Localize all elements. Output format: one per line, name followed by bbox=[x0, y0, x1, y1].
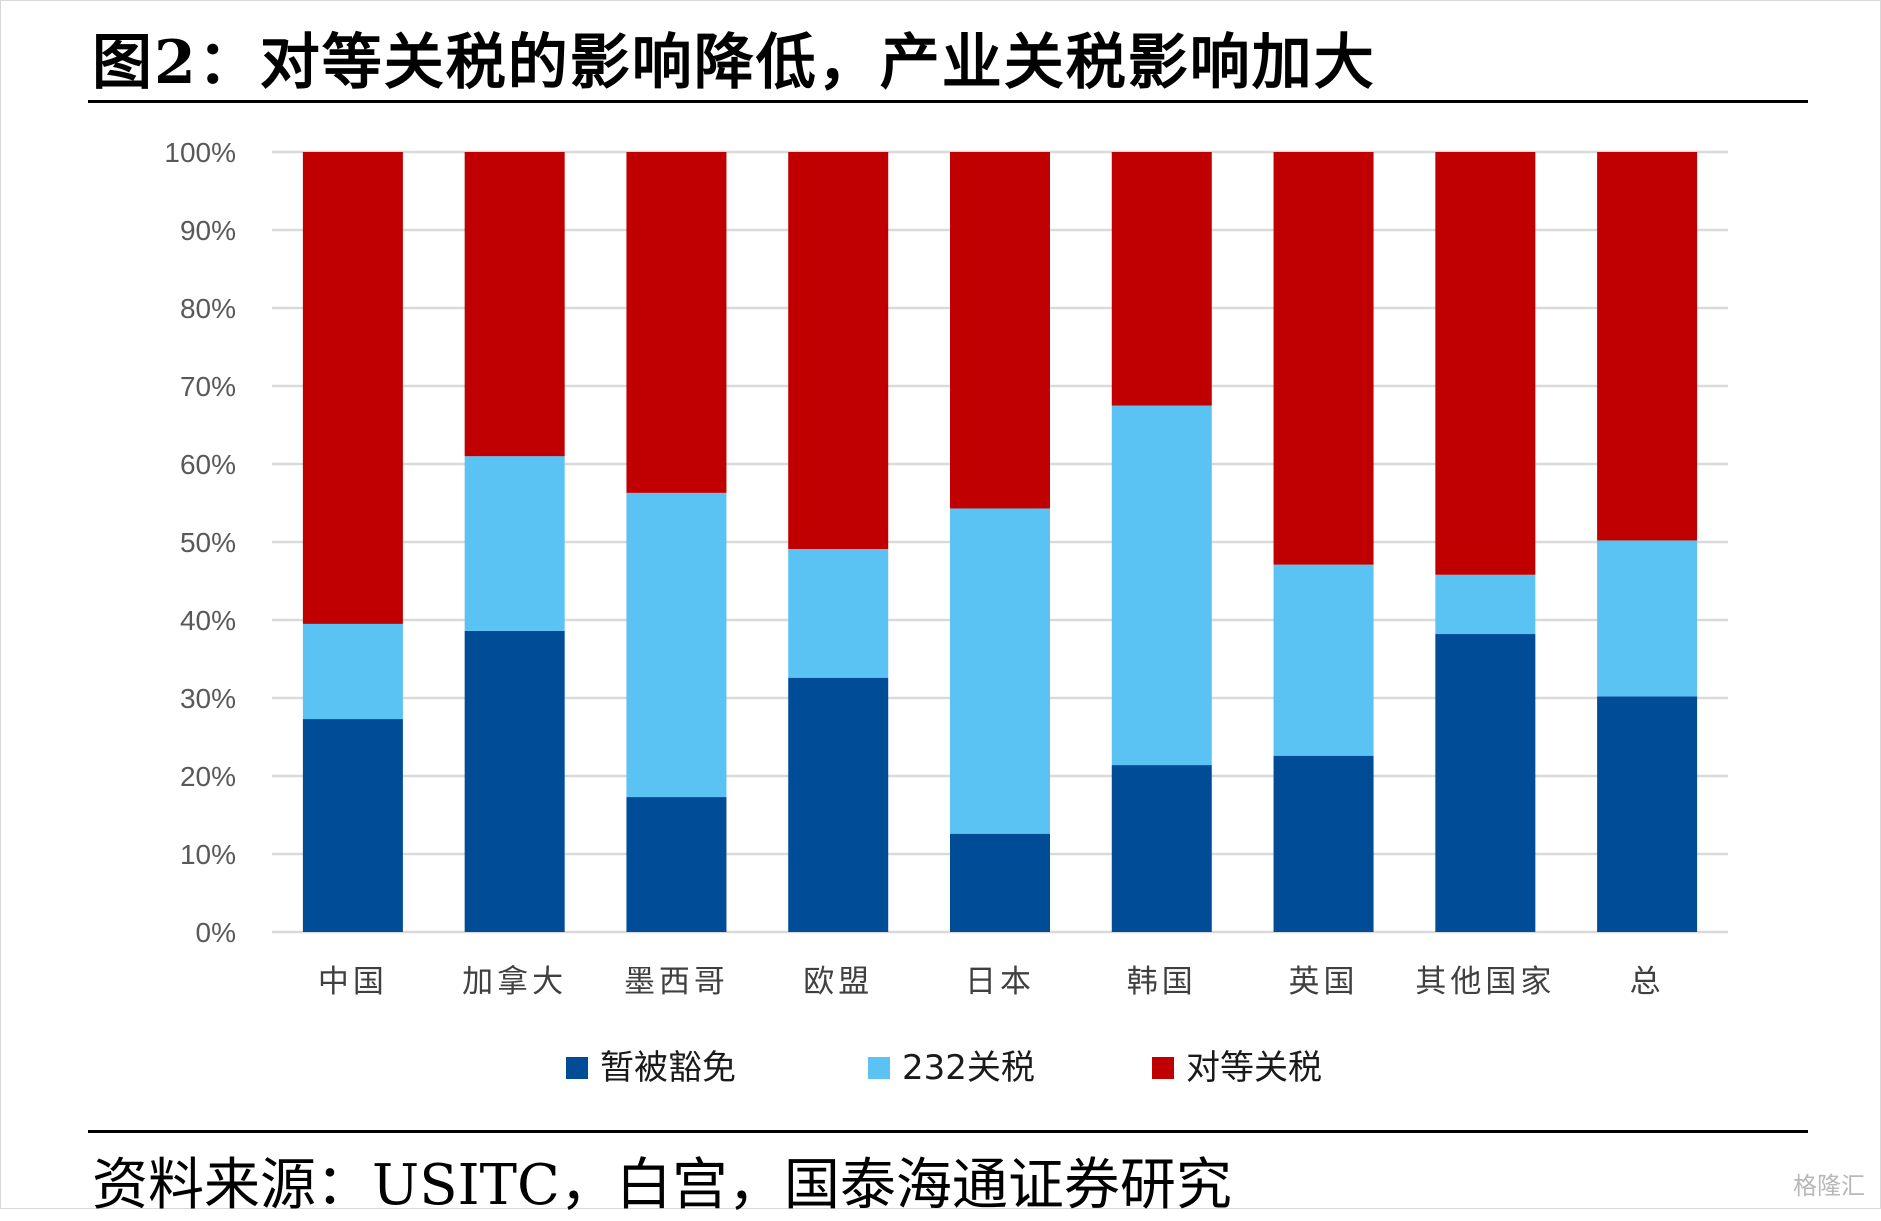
bar-segment bbox=[788, 152, 889, 550]
y-tick-label: 90% bbox=[180, 215, 236, 246]
bar-segment bbox=[302, 719, 403, 932]
y-tick-label: 70% bbox=[180, 371, 236, 402]
y-tick-label: 0% bbox=[196, 917, 236, 948]
bar-segment bbox=[1435, 152, 1536, 575]
figure-title: 图2：对等关税的影响降低，产业关税影响加大 bbox=[92, 28, 1376, 98]
bar-segment bbox=[1273, 755, 1374, 932]
legend-label: 232关税 bbox=[902, 1048, 1035, 1088]
legend-item: 232关税 bbox=[868, 1048, 1035, 1088]
bar-segment bbox=[302, 152, 403, 624]
y-tick-label: 30% bbox=[180, 683, 236, 714]
x-category-label: 其他国家 bbox=[1415, 964, 1555, 1000]
y-tick-label: 80% bbox=[180, 293, 236, 324]
x-category-label: 墨西哥 bbox=[624, 964, 729, 1000]
bar-segment bbox=[1111, 405, 1212, 766]
bar-segment bbox=[950, 833, 1050, 932]
legend-item: 对等关税 bbox=[1152, 1048, 1322, 1088]
bar-segment bbox=[1597, 152, 1698, 541]
bar-segment bbox=[1273, 152, 1374, 565]
bar-segment bbox=[464, 152, 565, 457]
bar-segment bbox=[464, 456, 565, 631]
bar-segment bbox=[1597, 540, 1698, 697]
legend-item: 暂被豁免 bbox=[566, 1048, 736, 1088]
y-tick-label: 10% bbox=[180, 839, 236, 870]
bar-segment bbox=[788, 549, 889, 678]
y-tick-label: 60% bbox=[180, 449, 236, 480]
y-tick-label: 50% bbox=[180, 527, 236, 558]
bar-segment bbox=[626, 797, 727, 932]
x-axis-categories: 中国 加拿大 墨西哥 欧盟 日本 韩国 英国 其他国家 总 bbox=[318, 964, 1665, 1000]
bar-segment bbox=[950, 152, 1050, 509]
x-category-label: 英国 bbox=[1289, 964, 1359, 1000]
bars bbox=[302, 152, 1698, 932]
legend-swatch bbox=[868, 1057, 890, 1079]
x-category-label: 韩国 bbox=[1127, 964, 1197, 1000]
bar-segment bbox=[1273, 564, 1374, 756]
source-note: 资料来源：USITC，白宫，国泰海通证券研究 bbox=[92, 1153, 1232, 1218]
legend-label: 对等关税 bbox=[1186, 1048, 1322, 1088]
bar-segment bbox=[950, 508, 1050, 834]
y-axis-ticks: 0% 10% 20% 30% 40% 50% 60% 70% 80% 90% 100% bbox=[164, 137, 236, 948]
legend-swatch bbox=[1152, 1057, 1174, 1079]
x-category-label: 总 bbox=[1630, 964, 1665, 1000]
legend: 暂被豁免 232关税 对等关税 bbox=[566, 1048, 1322, 1088]
bar-segment bbox=[1111, 152, 1212, 406]
x-category-label: 加拿大 bbox=[462, 964, 567, 1000]
bar-segment bbox=[626, 152, 727, 493]
legend-swatch bbox=[566, 1057, 588, 1079]
bar-segment bbox=[788, 677, 889, 932]
source-rule bbox=[88, 1130, 1808, 1133]
y-tick-label: 100% bbox=[164, 137, 236, 168]
y-tick-label: 40% bbox=[180, 605, 236, 636]
bar-segment bbox=[302, 623, 403, 720]
bar-segment bbox=[1435, 634, 1536, 932]
title-rule bbox=[88, 100, 1808, 103]
y-tick-label: 20% bbox=[180, 761, 236, 792]
legend-label: 暂被豁免 bbox=[600, 1048, 736, 1088]
bar-segment bbox=[1435, 574, 1536, 635]
bar-segment bbox=[464, 630, 565, 932]
x-category-label: 日本 bbox=[965, 964, 1035, 1000]
bar-segment bbox=[1111, 765, 1212, 932]
bar-segment bbox=[1597, 696, 1698, 932]
watermark: 格隆汇 bbox=[1793, 1172, 1865, 1200]
x-category-label: 中国 bbox=[318, 964, 388, 1000]
x-category-label: 欧盟 bbox=[803, 964, 873, 1000]
bar-segment bbox=[626, 492, 727, 798]
